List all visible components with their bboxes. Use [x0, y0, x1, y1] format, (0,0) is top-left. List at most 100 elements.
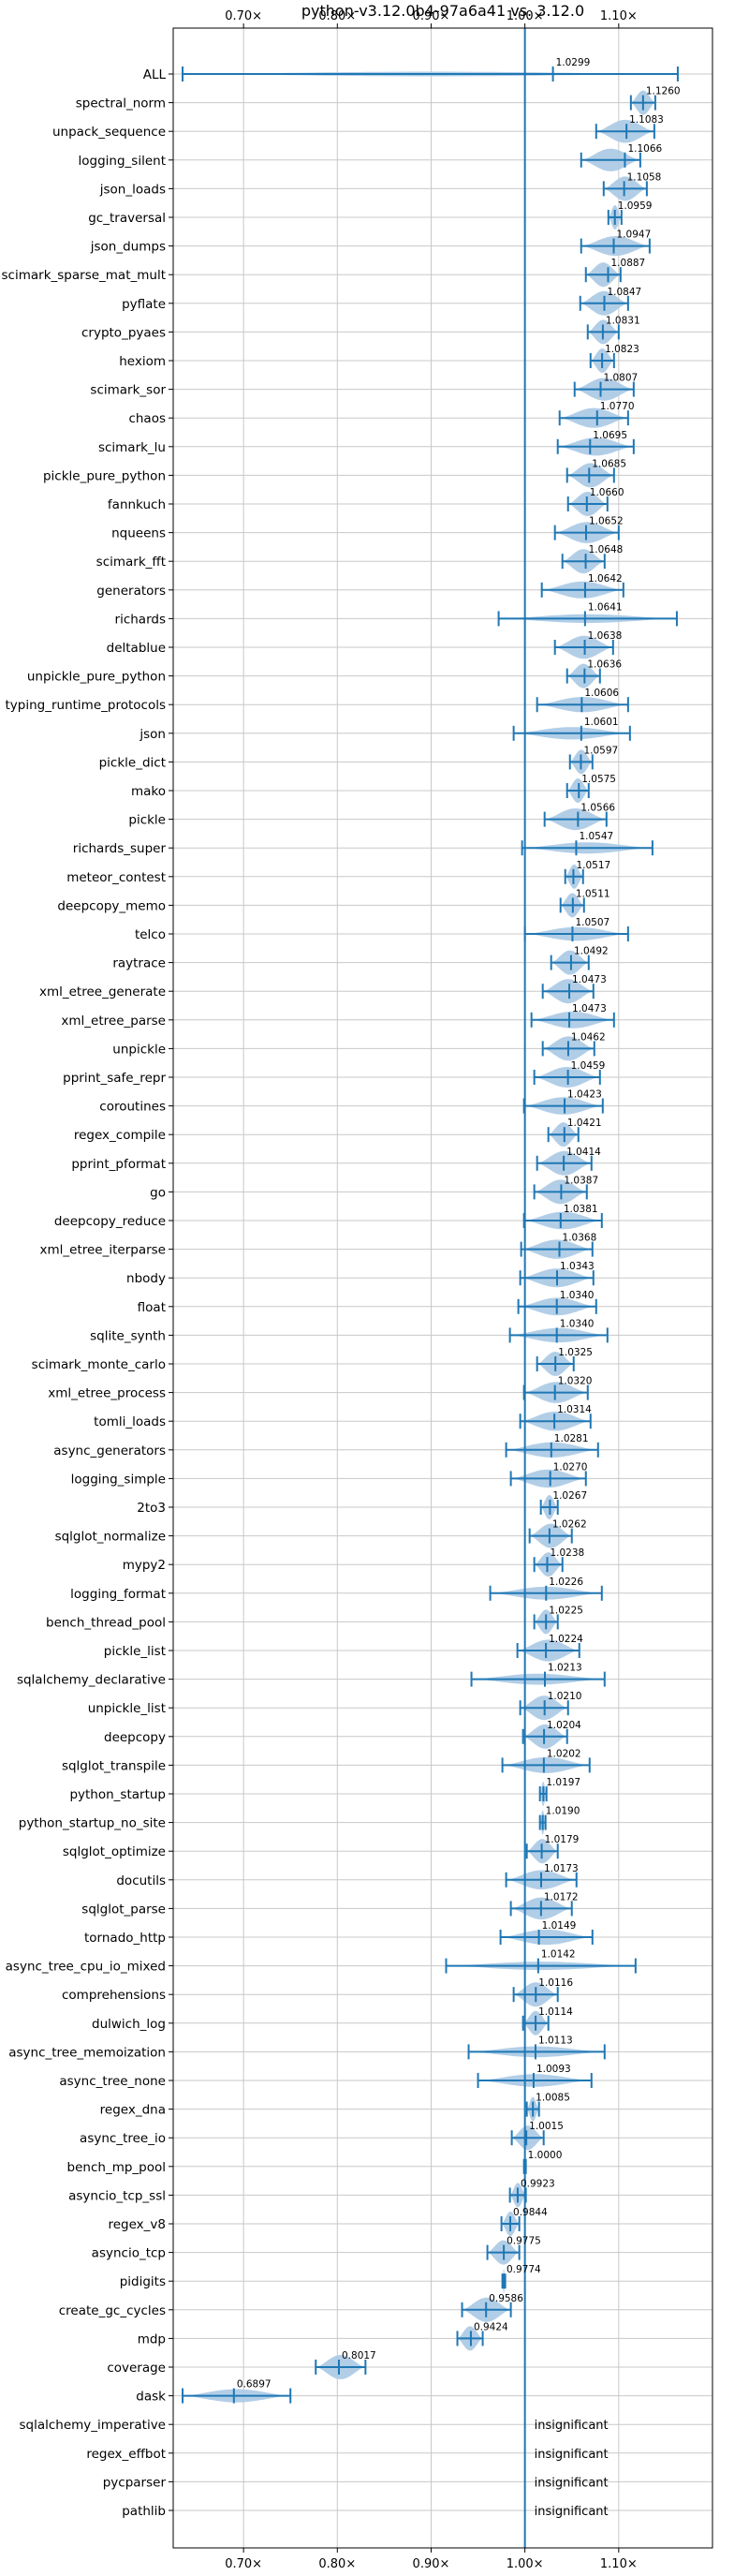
- value-label: 1.0636: [587, 659, 622, 671]
- value-label: 1.1058: [627, 171, 662, 183]
- x-tick-label-bottom: 0.80×: [318, 2557, 356, 2571]
- benchmark-label: unpickle_pure_python: [27, 670, 166, 685]
- benchmark-label: asyncio_tcp: [92, 2246, 166, 2261]
- value-label: 1.0606: [584, 688, 619, 699]
- benchmark-label: dask: [136, 2390, 166, 2405]
- benchmark-label: 2to3: [137, 1501, 166, 1516]
- value-label: 1.0597: [583, 745, 618, 756]
- benchmark-label: coverage: [107, 2361, 166, 2376]
- benchmark-label: async_tree_none: [59, 2074, 166, 2089]
- value-label: 1.0642: [588, 573, 623, 585]
- label-layer: 0.70× 0.70× 0.80× 0.80× 0.90× 0.90× 1.00× 1.00×…: [2, 9, 681, 2571]
- value-label: 1.0507: [575, 917, 609, 928]
- benchmark-label: spectral_norm: [76, 96, 166, 111]
- value-label: 1.0343: [560, 1261, 595, 1272]
- value-label: 1.0652: [589, 516, 624, 527]
- value-label: 1.0381: [564, 1204, 598, 1215]
- x-tick-label-top: 0.90×: [413, 9, 450, 23]
- value-label: 1.0213: [548, 1663, 582, 1674]
- value-label: 1.0000: [528, 2150, 563, 2161]
- x-tick-label-bottom: 1.00×: [507, 2557, 544, 2571]
- value-label: 1.0281: [554, 1433, 589, 1444]
- benchmark-label: sqlglot_optimize: [63, 1844, 166, 1859]
- benchmark-label: scimark_fft: [96, 555, 166, 570]
- benchmark-label: xml_etree_parse: [61, 1014, 166, 1029]
- value-label: 1.0473: [572, 1003, 607, 1014]
- value-label: 1.0085: [536, 2093, 570, 2104]
- benchmark-label: json_loads: [99, 182, 166, 197]
- benchmark-label: sqlalchemy_declarative: [17, 1673, 166, 1688]
- value-label: 1.0093: [536, 2064, 571, 2075]
- value-label: 1.0202: [547, 1748, 581, 1759]
- value-label: 1.0320: [558, 1376, 593, 1387]
- value-label: 1.0179: [545, 1834, 580, 1845]
- x-tick-label-bottom: 0.70×: [225, 2557, 262, 2571]
- benchmark-label: scimark_sparse_mat_mult: [2, 268, 166, 283]
- benchmark-label: chaos: [128, 411, 166, 426]
- benchmark-label: async_generators: [53, 1443, 166, 1458]
- value-label: 1.0421: [567, 1118, 602, 1129]
- value-label: 1.0368: [563, 1233, 597, 1244]
- value-label: 1.0267: [552, 1490, 587, 1502]
- benchmark-label: raytrace: [112, 956, 166, 971]
- violin-layer: [182, 67, 679, 2404]
- benchmark-label: tornado_http: [84, 1931, 166, 1946]
- benchmark-label: pidigits: [120, 2274, 166, 2289]
- benchmark-label: nbody: [126, 1271, 166, 1286]
- benchmark-label: regex_effbot: [86, 2447, 166, 2462]
- benchmark-label: pathlib: [122, 2504, 166, 2519]
- benchmark-label: richards_super: [73, 841, 167, 856]
- value-label: 1.0473: [572, 974, 607, 985]
- benchmark-label: fannkuch: [108, 497, 166, 512]
- value-label: 1.0113: [538, 2035, 573, 2046]
- benchmark-label: mypy2: [123, 1558, 166, 1573]
- value-label: 1.0685: [592, 458, 626, 469]
- insignificant-label: insignificant: [535, 2476, 609, 2490]
- benchmark-label: async_tree_memoization: [8, 2045, 166, 2060]
- value-label: 1.0204: [547, 1720, 581, 1731]
- value-label: 1.0225: [549, 1605, 583, 1616]
- value-label: 0.9775: [507, 2236, 541, 2247]
- value-label: 1.1066: [627, 143, 662, 155]
- value-label: 1.0807: [603, 373, 638, 384]
- benchmark-label: telco: [135, 927, 166, 942]
- benchmark-label: typing_runtime_protocols: [6, 698, 167, 713]
- benchmark-label: logging_silent: [79, 154, 166, 169]
- benchmark-label: gc_traversal: [88, 211, 166, 226]
- benchmark-label: richards: [115, 612, 166, 627]
- value-label: 1.0547: [579, 831, 613, 842]
- benchmark-label: unpickle_list: [88, 1701, 166, 1716]
- benchmark-label: sqlglot_transpile: [62, 1758, 166, 1773]
- value-label: 1.0299: [556, 57, 591, 68]
- value-label: 1.0314: [557, 1404, 592, 1415]
- value-label: 1.0015: [529, 2121, 564, 2132]
- x-tick-label-top: 0.80×: [318, 9, 356, 23]
- benchmark-label: xml_etree_generate: [39, 985, 166, 999]
- value-label: 1.0149: [542, 1920, 577, 1932]
- value-label: 1.0566: [580, 803, 615, 814]
- insignificant-label: insignificant: [535, 2505, 609, 2519]
- benchmark-label: pickle_dict: [99, 755, 166, 770]
- value-label: 1.0887: [611, 258, 646, 269]
- value-label: 1.0641: [588, 601, 623, 613]
- x-tick-label-top: 1.00×: [507, 9, 544, 23]
- benchmark-label: nqueens: [111, 526, 166, 541]
- value-label: 1.0116: [538, 1977, 573, 1989]
- benchmark-label: asyncio_tcp_ssl: [68, 2188, 166, 2203]
- value-label: 0.9844: [513, 2207, 548, 2218]
- benchmark-label: create_gc_cycles: [59, 2303, 166, 2318]
- value-label: 1.0648: [589, 544, 624, 555]
- value-label: 1.0340: [560, 1290, 595, 1301]
- benchmark-label: scimark_lu: [98, 440, 166, 455]
- benchmark-label: bench_thread_pool: [46, 1615, 166, 1630]
- value-label: 1.0695: [593, 430, 627, 441]
- value-label: 1.0414: [566, 1147, 601, 1158]
- benchmark-label: deltablue: [107, 641, 166, 656]
- value-label: 1.0340: [560, 1318, 595, 1329]
- value-label: 1.0172: [544, 1891, 579, 1902]
- value-label: 1.0262: [552, 1519, 587, 1531]
- value-label: 1.0638: [588, 630, 623, 642]
- benchmark-label: deepcopy_memo: [57, 898, 166, 913]
- benchmark-label: xml_etree_iterparse: [40, 1243, 167, 1258]
